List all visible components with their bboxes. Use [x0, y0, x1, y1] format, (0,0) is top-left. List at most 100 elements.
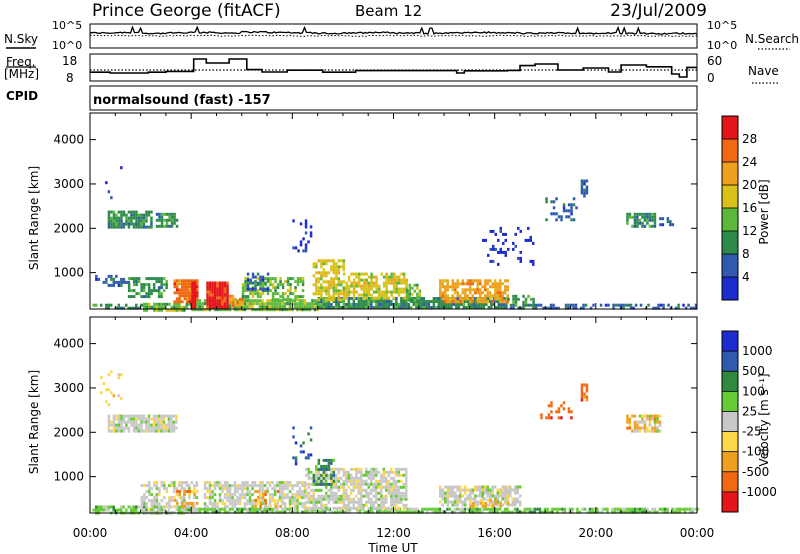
data-cell	[145, 484, 149, 488]
data-cell	[183, 499, 186, 503]
data-cell	[473, 510, 477, 514]
data-cell	[208, 302, 212, 306]
data-cell	[337, 500, 340, 504]
data-cell	[405, 488, 408, 492]
data-cell	[340, 300, 343, 303]
data-cell	[110, 283, 113, 287]
data-cell	[155, 212, 159, 216]
colorbar-tick-label: 500	[742, 364, 765, 378]
data-cell	[317, 277, 321, 281]
data-cell	[422, 303, 426, 306]
data-cell	[160, 283, 163, 287]
data-cell	[372, 473, 375, 477]
data-cell	[408, 510, 412, 514]
data-cell	[332, 458, 336, 462]
data-cell	[352, 503, 355, 507]
data-cell	[110, 219, 113, 223]
data-cell	[500, 303, 503, 306]
data-cell	[231, 297, 235, 301]
data-cell	[315, 476, 318, 480]
data-cell	[256, 295, 260, 299]
data-cell	[447, 303, 451, 306]
data-cell	[160, 302, 164, 306]
data-cell	[454, 497, 457, 501]
data-cell	[241, 300, 245, 304]
data-cell	[658, 423, 662, 427]
data-cell	[115, 222, 118, 226]
data-cell	[552, 303, 555, 307]
data-cell	[325, 303, 328, 306]
data-cell	[322, 479, 325, 483]
data-cell	[385, 281, 388, 285]
data-cell	[173, 282, 176, 286]
data-cell	[402, 306, 406, 309]
data-cell	[532, 297, 535, 301]
colorbar-tick-label: -25	[742, 425, 762, 439]
cpid-label: CPID	[6, 89, 38, 103]
data-cell	[335, 297, 338, 300]
data-cell	[223, 510, 227, 514]
data-cell	[367, 275, 371, 279]
data-cell	[370, 303, 373, 306]
data-cell	[158, 502, 161, 506]
data-cell	[120, 373, 123, 377]
data-cell	[221, 293, 224, 297]
data-cell	[155, 496, 159, 500]
data-cell	[173, 279, 176, 283]
data-cell	[226, 305, 229, 309]
data-cell	[514, 485, 517, 489]
data-cell	[223, 293, 227, 297]
colorbar-swatch	[722, 139, 738, 163]
data-cell	[208, 287, 212, 291]
data-cell	[350, 284, 353, 288]
data-cell	[661, 223, 665, 227]
data-cell	[405, 284, 408, 288]
data-cell	[306, 302, 309, 306]
data-cell	[357, 272, 361, 276]
data-cell	[117, 303, 120, 307]
data-cell	[246, 298, 250, 302]
data-cell	[206, 490, 209, 494]
data-cell	[456, 291, 459, 295]
data-cell	[198, 302, 202, 306]
data-cell	[512, 294, 515, 298]
data-cell	[120, 414, 123, 418]
data-cell	[186, 297, 189, 301]
data-cell	[337, 277, 341, 281]
data-cell	[165, 283, 168, 287]
data-cell	[501, 510, 504, 514]
data-cell	[160, 417, 163, 421]
data-cell	[268, 484, 272, 488]
data-cell	[694, 306, 698, 310]
data-cell	[140, 426, 143, 430]
data-cell	[273, 302, 277, 306]
data-cell	[456, 285, 459, 289]
data-cell	[122, 213, 126, 217]
y-tick-label: 4000	[53, 337, 84, 351]
data-cell	[633, 420, 637, 424]
data-cell	[238, 510, 242, 514]
data-cell	[485, 303, 488, 306]
data-cell	[107, 508, 110, 512]
data-cell	[266, 481, 269, 485]
data-cell	[676, 510, 679, 514]
data-cell	[254, 287, 257, 291]
data-cell	[327, 271, 331, 275]
data-cell	[556, 510, 559, 514]
data-cell	[441, 282, 444, 286]
data-cell	[175, 487, 179, 491]
data-cell	[162, 426, 166, 430]
data-cell	[375, 479, 378, 483]
data-cell	[517, 256, 520, 260]
data-cell	[495, 300, 498, 303]
data-cell	[407, 306, 411, 309]
data-cell	[228, 499, 232, 503]
data-cell	[495, 306, 498, 309]
data-cell	[208, 484, 212, 488]
data-cell	[301, 481, 304, 485]
data-cell	[352, 485, 355, 489]
data-cell	[390, 281, 393, 285]
data-cell	[428, 507, 432, 511]
data-cell	[626, 414, 629, 418]
data-cell	[325, 259, 328, 263]
